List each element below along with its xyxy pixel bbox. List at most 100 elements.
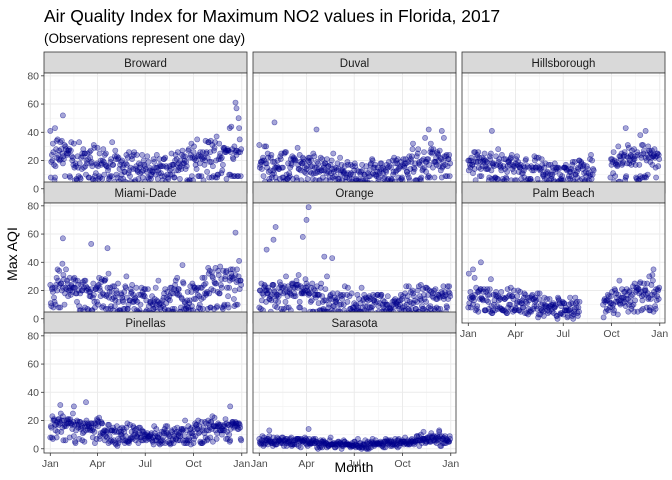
data-point xyxy=(283,149,289,155)
data-point xyxy=(647,307,654,314)
data-point xyxy=(622,125,629,132)
data-point xyxy=(431,174,438,181)
data-point xyxy=(168,150,175,157)
data-point xyxy=(148,175,154,182)
y-tick-label: 40 xyxy=(27,387,39,399)
chart-subtitle: (Observations represent one day) xyxy=(44,31,245,46)
data-point xyxy=(639,297,646,304)
data-point xyxy=(501,156,507,162)
data-point xyxy=(114,174,121,181)
data-point xyxy=(390,168,397,175)
data-point xyxy=(231,287,238,294)
data-point xyxy=(51,294,57,301)
data-point xyxy=(52,163,59,170)
data-point xyxy=(52,174,58,181)
y-tick-label: 80 xyxy=(27,330,39,342)
data-point xyxy=(232,272,239,278)
data-point xyxy=(229,266,236,273)
data-point xyxy=(542,160,549,167)
data-point xyxy=(211,414,218,421)
data-point xyxy=(236,257,242,264)
data-point xyxy=(627,287,633,294)
data-point xyxy=(375,303,382,309)
data-point xyxy=(534,290,541,297)
data-point xyxy=(573,304,580,311)
data-point xyxy=(179,147,186,154)
data-point xyxy=(94,144,101,151)
data-point xyxy=(103,150,109,157)
data-point xyxy=(470,266,476,273)
data-point xyxy=(115,298,122,305)
data-point xyxy=(61,156,67,162)
y-tick-label: 0 xyxy=(33,183,39,195)
data-point xyxy=(74,277,81,284)
data-point xyxy=(421,291,427,298)
chart-title: Air Quality Index for Maximum NO2 values… xyxy=(44,6,500,26)
data-point xyxy=(108,288,115,295)
data-point xyxy=(308,297,315,304)
data-point xyxy=(207,434,214,441)
data-point xyxy=(191,435,197,442)
facet-panel: Broward 0 20 40 60 80 xyxy=(27,51,248,195)
data-point xyxy=(333,296,340,302)
data-point xyxy=(49,157,56,164)
data-point xyxy=(258,297,265,304)
data-point xyxy=(324,273,330,280)
data-point xyxy=(336,301,343,308)
data-point xyxy=(551,160,558,167)
data-point xyxy=(518,175,525,182)
data-point xyxy=(497,296,504,302)
data-point xyxy=(262,283,268,290)
x-tick-label: Jul xyxy=(557,328,570,340)
y-tick-label: 20 xyxy=(27,155,39,167)
data-point xyxy=(644,171,651,178)
data-point xyxy=(90,291,97,298)
data-point xyxy=(228,173,235,179)
data-point xyxy=(316,291,322,298)
data-point xyxy=(299,233,306,240)
data-point xyxy=(653,174,659,181)
data-point xyxy=(622,303,629,309)
data-point xyxy=(286,170,293,177)
data-point xyxy=(103,305,109,312)
data-point xyxy=(410,140,416,147)
data-point xyxy=(201,274,208,281)
data-point xyxy=(91,428,98,435)
data-point xyxy=(535,311,542,318)
data-point xyxy=(368,160,374,167)
data-point xyxy=(361,291,368,298)
data-point xyxy=(303,170,309,177)
data-point xyxy=(199,274,206,281)
data-point xyxy=(465,270,472,277)
data-point xyxy=(215,171,221,178)
data-point xyxy=(192,161,199,168)
data-point xyxy=(112,297,119,304)
data-point xyxy=(164,423,171,430)
data-point xyxy=(109,283,116,290)
data-point xyxy=(589,171,596,178)
data-point xyxy=(306,290,313,297)
data-point xyxy=(152,284,159,291)
data-point xyxy=(58,428,65,435)
data-point xyxy=(109,139,116,146)
facet-strip-label: Pinellas xyxy=(125,318,166,330)
data-point xyxy=(656,156,663,162)
data-point xyxy=(213,280,219,287)
data-point xyxy=(296,298,303,305)
data-point xyxy=(133,284,140,291)
data-point xyxy=(125,305,131,312)
data-point xyxy=(576,298,583,305)
facet-strip-label: Duval xyxy=(340,58,369,70)
data-point xyxy=(270,236,277,243)
data-point xyxy=(313,126,320,133)
data-point xyxy=(444,304,450,311)
data-point xyxy=(305,204,312,211)
data-point xyxy=(55,304,62,311)
y-tick-label: 20 xyxy=(27,285,39,297)
data-point xyxy=(580,161,587,168)
data-point xyxy=(177,433,184,439)
data-point xyxy=(268,297,275,304)
data-point xyxy=(605,307,612,314)
data-point xyxy=(180,426,187,432)
data-point xyxy=(504,168,510,175)
